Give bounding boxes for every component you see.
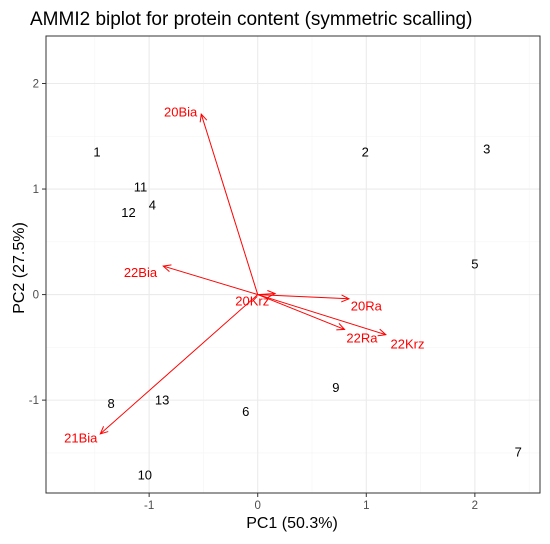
panel-border xyxy=(45,35,541,494)
y-tick-label: 1 xyxy=(33,184,39,196)
x-tick-label: 2 xyxy=(472,500,478,512)
genotype-label-3: 3 xyxy=(483,141,490,156)
environment-vector-20ra xyxy=(257,294,351,303)
x-axis-title: PC1 (50.3%) xyxy=(246,515,338,532)
genotype-label-12: 12 xyxy=(121,205,135,220)
grid-layer xyxy=(46,36,540,493)
environment-label-22ra: 22Ra xyxy=(346,330,378,345)
environment-label-20krz: 20Krz xyxy=(235,293,269,308)
environment-label-20ra: 20Ra xyxy=(351,299,383,314)
genotype-label-5: 5 xyxy=(471,256,478,271)
y-tick-label: -1 xyxy=(29,395,39,407)
genotype-label-4: 4 xyxy=(149,197,156,212)
environment-vector-22ra xyxy=(257,294,346,331)
genotype-label-8: 8 xyxy=(108,396,115,411)
x-tick-label: -1 xyxy=(144,500,154,512)
environment-label-22krz: 22Krz xyxy=(391,337,425,352)
genotype-label-6: 6 xyxy=(242,404,249,419)
environment-label-21bia: 21Bia xyxy=(64,431,98,446)
environment-vector-20bia xyxy=(199,112,259,295)
x-tick-label: 1 xyxy=(363,500,369,512)
chart-title: AMMI2 biplot for protein content (symmet… xyxy=(30,9,472,30)
genotype-label-1: 1 xyxy=(93,145,100,160)
environment-vectors xyxy=(99,112,387,435)
genotype-label-13: 13 xyxy=(155,393,169,408)
genotype-label-7: 7 xyxy=(515,444,522,459)
y-tick-label: 0 xyxy=(33,290,39,302)
genotype-label-9: 9 xyxy=(332,380,339,395)
y-tick-label: 2 xyxy=(33,78,39,90)
environment-label-20bia: 20Bia xyxy=(164,104,198,119)
environment-vector-22krz xyxy=(257,294,387,337)
environment-vector-21bia xyxy=(99,294,259,435)
genotype-label-2: 2 xyxy=(362,145,369,160)
environment-label-22bia: 22Bia xyxy=(124,265,158,280)
y-axis-title: PC2 (27.5%) xyxy=(11,222,28,314)
genotype-label-10: 10 xyxy=(138,468,152,483)
environment-vector-22bia xyxy=(162,264,258,296)
genotype-label-11: 11 xyxy=(134,179,148,194)
x-tick-label: 0 xyxy=(255,500,261,512)
